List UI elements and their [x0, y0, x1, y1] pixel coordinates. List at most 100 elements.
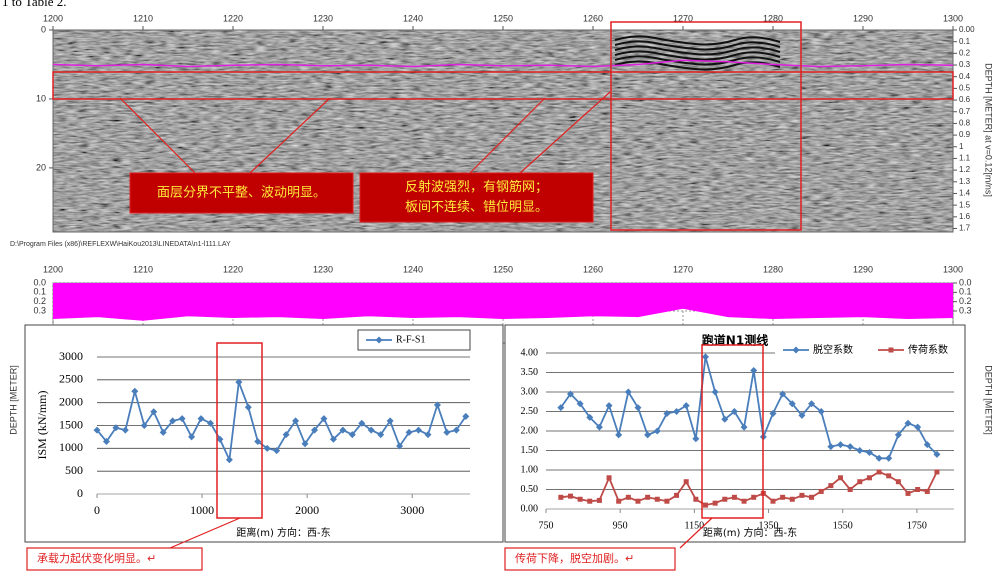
point — [906, 491, 911, 496]
legend-label: 脱空系数 — [813, 343, 853, 356]
point — [558, 495, 563, 500]
y-tick-label: 0 — [41, 24, 46, 34]
point — [742, 499, 747, 504]
y-axis-title: DEPTH [METER] — [8, 365, 18, 435]
y-tick-label: 0.50 — [521, 484, 539, 495]
y2-tick-label: 0.4 — [959, 72, 971, 81]
x-tick-label: 1220 — [223, 13, 243, 23]
header-fragment: 1 to Table 2. — [2, 0, 67, 9]
y-tick-label: 1500 — [59, 417, 83, 431]
point — [828, 483, 833, 488]
y-tick-label: 4.00 — [521, 347, 539, 358]
x-tick-label: 1240 — [403, 264, 423, 274]
y-tick-label: 1.50 — [521, 445, 539, 456]
point — [877, 469, 882, 474]
y2-tick-label: 1.4 — [959, 189, 971, 198]
x-tick-label: 3000 — [400, 503, 424, 517]
page: 1 to Table 2. 12001210122012301240125012… — [0, 0, 999, 576]
y-tick-label: 2500 — [59, 372, 83, 386]
point — [684, 479, 689, 484]
annotation: 传荷下降，脱空加剧。↵ — [515, 551, 634, 565]
x-tick-label: 2000 — [295, 503, 319, 517]
point — [915, 487, 920, 492]
y-tick-label: 1.00 — [521, 464, 539, 475]
point — [703, 503, 708, 508]
x-axis-title: 距离(m) 方向：西-东 — [703, 526, 797, 539]
y-tick-label: 10 — [36, 93, 46, 103]
file-path: D:\Program Files (x86)\REFLEXW\HaiKou201… — [10, 241, 231, 248]
x-tick-label: 1750 — [907, 520, 927, 531]
point — [713, 501, 718, 506]
y2-axis-title: DEPTH [METER] at v=0.12[m/ns] — [984, 63, 994, 197]
y2-tick-label: 1.7 — [959, 224, 971, 233]
x-tick-label: 1210 — [133, 264, 153, 274]
y-tick-label: 2000 — [59, 394, 83, 408]
point — [732, 495, 737, 500]
annotation: 面层分界不平整、波动明显。 — [157, 186, 326, 201]
point — [693, 497, 698, 502]
x-tick-label: 1550 — [833, 520, 853, 531]
y-tick-label: 3.50 — [521, 367, 539, 378]
y-tick-label: 0.3 — [33, 305, 46, 315]
x-tick-label: 950 — [613, 520, 628, 531]
y-tick-label: 20 — [36, 162, 46, 172]
point — [578, 497, 583, 502]
y2-tick-label: 0.7 — [959, 107, 971, 116]
y-tick-label: 1000 — [59, 440, 83, 454]
annotation: 板间不连续、错位明显。 — [405, 199, 548, 215]
x-tick-label: 1260 — [583, 264, 603, 274]
y-tick-label: 2.00 — [521, 425, 539, 436]
x-tick-label: 1290 — [853, 264, 873, 274]
annotation: 承载力起伏变化明显。↵ — [37, 551, 156, 565]
point — [674, 493, 679, 498]
y-axis-title: ISM (kN/mm) — [35, 390, 49, 459]
point — [886, 473, 891, 478]
x-tick-label: 750 — [539, 520, 554, 531]
x-tick-label: 1210 — [133, 13, 153, 23]
point — [568, 494, 573, 499]
y2-axis-title: DEPTH [METER] — [984, 365, 994, 435]
x-tick-label: 1300 — [943, 264, 963, 274]
point — [790, 497, 795, 502]
y-tick-label: 500 — [65, 463, 83, 477]
area-fill — [53, 283, 953, 320]
x-tick-label: 1300 — [943, 13, 963, 23]
point — [925, 489, 930, 494]
y-tick-label: 2.50 — [521, 406, 539, 417]
point — [934, 469, 939, 474]
y2-tick-label: 1.6 — [959, 212, 971, 221]
point — [867, 475, 872, 480]
figure: 1 to Table 2. 12001210122012301240125012… — [0, 0, 999, 576]
x-tick-label: 1260 — [583, 13, 603, 23]
legend-label: R-F-S1 — [396, 334, 425, 345]
point — [722, 497, 727, 502]
point — [896, 479, 901, 484]
x-tick-label: 0 — [94, 503, 100, 517]
y2-tick-label: 0.9 — [959, 130, 971, 139]
x-axis-title: 距离(m) 方向：西-东 — [236, 526, 330, 539]
point — [819, 489, 824, 494]
x-tick-label: 1200 — [43, 13, 63, 23]
y2-tick-label: 0.3 — [959, 60, 971, 69]
point — [857, 479, 862, 484]
y2-tick-label: 0.3 — [959, 305, 972, 315]
point — [848, 487, 853, 492]
point — [616, 499, 621, 504]
x-tick-label: 1000 — [190, 503, 214, 517]
annotation: 反射波强烈，有钢筋网； — [405, 179, 548, 195]
y2-tick-label: 0.1 — [959, 37, 971, 46]
y2-tick-label: 0.6 — [959, 95, 971, 104]
x-tick-label: 1240 — [403, 13, 423, 23]
point — [597, 498, 602, 503]
x-tick-label: 1150 — [685, 520, 705, 531]
point — [655, 497, 660, 502]
legend-marker — [889, 348, 894, 353]
y2-tick-label: 1.1 — [959, 154, 971, 163]
y2-tick-label: 0.2 — [959, 48, 971, 57]
x-tick-label: 1270 — [673, 264, 693, 274]
point — [751, 495, 756, 500]
y-tick-label: 3.00 — [521, 386, 539, 397]
point — [645, 495, 650, 500]
point — [626, 495, 631, 500]
y2-tick-label: 1.5 — [959, 200, 971, 209]
